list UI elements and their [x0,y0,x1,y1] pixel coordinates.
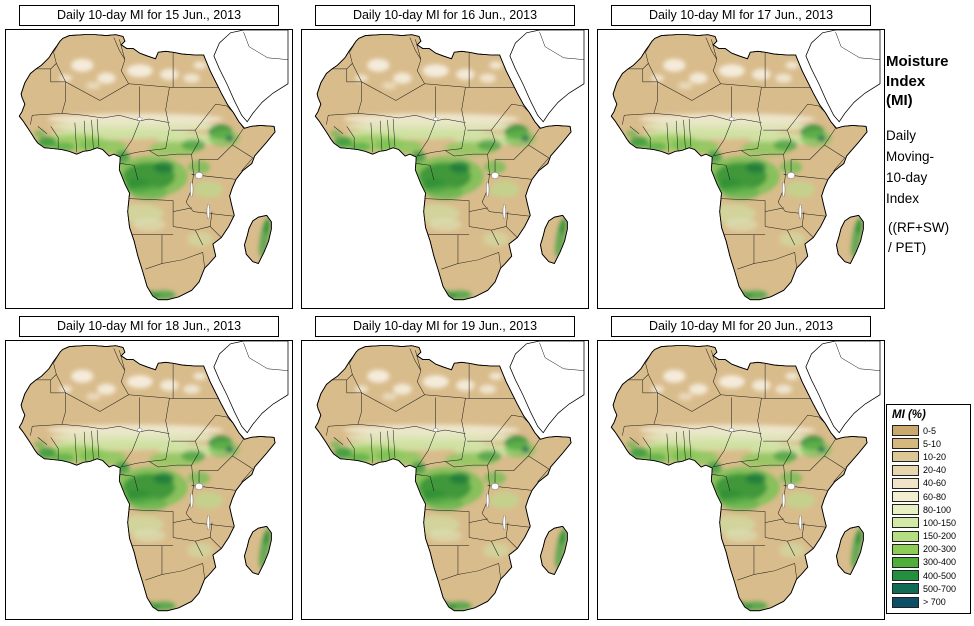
sidebar-title-line: Moisture [886,53,949,70]
panel-title: Daily 10-day MI for 18 Jun., 2013 [19,316,279,337]
legend-label: 40-60 [923,478,947,489]
africa-map [598,30,884,308]
legend-swatch [892,425,919,437]
africa-map [6,30,292,308]
legend-item: 10-20 [892,450,966,463]
legend-label: 500-700 [923,583,957,594]
legend-label: 60-80 [923,491,947,502]
panel-title: Daily 10-day MI for 16 Jun., 2013 [315,5,575,26]
legend-swatch [892,477,919,489]
legend-label: > 700 [923,597,946,608]
map-panel: Daily 10-day MI for 19 Jun., 2013 [301,316,589,620]
legend-swatch [892,504,919,516]
legend-label: 10-20 [923,451,947,462]
legend-label: 20-40 [923,465,947,476]
legend-item: 40-60 [892,477,966,490]
africa-map [302,341,588,619]
map-panel: Daily 10-day MI for 16 Jun., 2013 [301,5,589,309]
sidebar-title-line: (MI) [886,92,913,109]
legend-swatch [892,530,919,542]
panel-title: Daily 10-day MI for 20 Jun., 2013 [611,316,871,337]
sidebar-subtitle-line: 10-day [886,169,928,185]
legend-label: 80-100 [923,504,952,515]
legend-label: 400-500 [923,570,957,581]
sidebar-title-line: Index [886,72,926,90]
legend-swatch [892,517,919,529]
sidebar-subtitle-line: Moving- [886,148,935,164]
map-box [5,340,293,620]
map-box [597,340,885,620]
legend-item: 0-5 [892,424,966,437]
sidebar: Moisture Index (MI) Daily Moving- 10-day… [886,0,972,626]
sidebar-title: Moisture Index (MI) [886,52,949,111]
legend-item: 20-40 [892,464,966,477]
legend-item: 300-400 [892,556,966,569]
africa-map [6,341,292,619]
map-panel: Daily 10-day MI for 17 Jun., 2013 [597,5,885,309]
legend-swatch [892,556,919,568]
map-box [5,29,293,309]
panel-title: Daily 10-day MI for 15 Jun., 2013 [19,5,279,26]
map-panel: Daily 10-day MI for 18 Jun., 2013 [5,316,293,620]
legend-swatch [892,596,919,608]
sidebar-subtitle: Daily Moving- 10-day Index [886,126,934,210]
map-box [597,29,885,309]
map-panel: Daily 10-day MI for 15 Jun., 2013 [5,5,293,309]
legend-label: 100-150 [923,517,957,528]
sidebar-subtitle-line: Daily [886,128,917,143]
legend-swatch [892,464,919,476]
legend-title: MI (%) [892,409,926,421]
panel-title: Daily 10-day MI for 19 Jun., 2013 [315,316,575,337]
sidebar-formula-line: ((RF+SW) [888,220,950,235]
legend-swatch [892,451,919,463]
legend-label: 5-10 [923,438,942,449]
legend-item: 500-700 [892,582,966,595]
legend-label: 300-400 [923,557,957,568]
legend-item: 400-500 [892,569,966,582]
sidebar-formula-line: / PET) [888,240,927,256]
legend-swatch [892,543,919,555]
legend-item: > 700 [892,595,966,608]
legend-swatch [892,570,919,582]
africa-map [302,30,588,308]
legend-item: 200-300 [892,543,966,556]
legend-item: 80-100 [892,503,966,516]
africa-map [598,341,884,619]
legend-item: 100-150 [892,516,966,529]
sidebar-subtitle-line: Index [886,190,920,206]
legend-item: 5-10 [892,437,966,450]
sidebar-formula: ((RF+SW) / PET) [888,218,949,259]
map-box [301,340,589,620]
legend-label: 200-300 [923,544,957,555]
legend-label: 0-5 [923,425,937,436]
map-panel: Daily 10-day MI for 20 Jun., 2013 [597,316,885,620]
maps-grid: Daily 10-day MI for 15 Jun., 2013 Daily … [5,5,885,620]
map-box [301,29,589,309]
legend-item: 60-80 [892,490,966,503]
legend-swatch [892,583,919,595]
panel-title: Daily 10-day MI for 17 Jun., 2013 [611,5,871,26]
legend-item: 150-200 [892,530,966,543]
legend-swatch [892,491,919,503]
legend-label: 150-200 [923,531,957,542]
legend: MI (%) 0-5 5-10 10-20 20-40 40-60 60-80 … [886,404,971,614]
legend-swatch [892,438,919,450]
